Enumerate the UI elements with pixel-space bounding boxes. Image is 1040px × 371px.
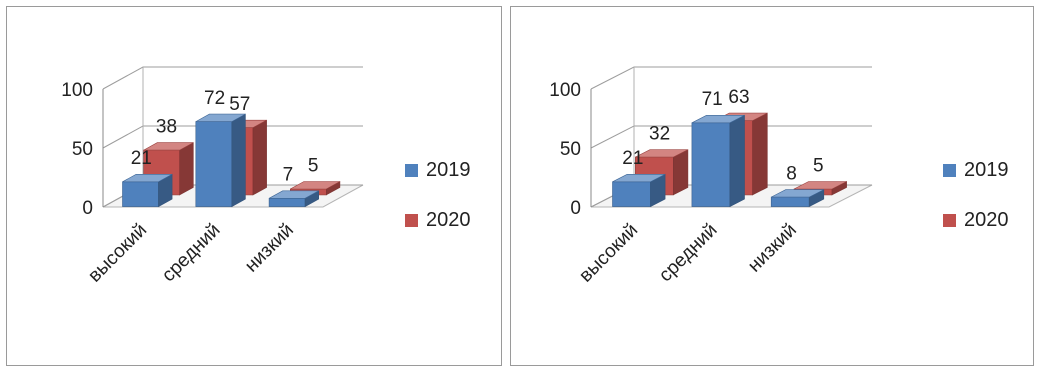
bar-side: [231, 113, 246, 208]
legend-item-2019: 2019: [943, 159, 1009, 181]
bar-front: [195, 121, 233, 207]
bar-side: [752, 112, 768, 196]
bar-side: [252, 119, 267, 196]
bar-front: [770, 196, 810, 207]
legend-item-2020: 2020: [405, 209, 471, 231]
x-tick-label: средний: [655, 220, 721, 286]
legend-item-2020: 2020: [943, 209, 1009, 231]
bar-front: [691, 122, 731, 207]
y-tick-label: 50: [560, 139, 581, 160]
data-label: 32: [649, 123, 670, 144]
x-tick-label: высокий: [575, 220, 642, 287]
y-tick-label: 100: [61, 80, 93, 101]
data-label: 38: [156, 116, 177, 137]
bar-top: [268, 190, 319, 199]
x-tick-label: низкий: [744, 220, 801, 277]
bar-side: [729, 114, 745, 208]
legend-swatch-2020: [405, 213, 418, 227]
legend-label-2020: 2020: [426, 208, 471, 231]
chart-panel-2: 0 50 100 высокий средний низкий 21 71 8 32 63 5 201…: [510, 6, 1034, 366]
data-label: 63: [728, 87, 749, 108]
chart-2: 0 50 100 высокий средний низкий 21 71 8 32 63 5: [549, 66, 873, 287]
legend-label-2019: 2019: [426, 158, 471, 181]
bar-side: [673, 149, 689, 196]
legend-swatch-2019: [943, 163, 956, 177]
legend-swatch-2020: [943, 213, 956, 227]
legend-label-2020: 2020: [964, 208, 1009, 231]
bar-top: [691, 115, 745, 124]
legend-label-2019: 2019: [964, 158, 1009, 181]
legend-2: 2019 2020: [943, 159, 1009, 259]
data-label: 5: [813, 155, 824, 176]
legend-1: 2019 2020: [405, 159, 471, 259]
chart-panel-1: 0 50 100 высокий средний низкий 21 72 7 38 57 5 201…: [6, 6, 502, 366]
bar-top: [771, 189, 824, 198]
data-label: 71: [702, 89, 723, 110]
data-label: 5: [308, 155, 319, 176]
bar-side: [179, 142, 194, 196]
y-tick-label: 0: [82, 198, 93, 219]
chart-1: 0 50 100 высокий средний низкий 21 72 7 38 57 5: [61, 66, 364, 287]
data-label: 72: [204, 88, 225, 109]
bar-top: [290, 181, 341, 190]
legend-swatch-2019: [405, 163, 418, 177]
y-tick-label: 50: [72, 139, 93, 160]
data-label: 21: [622, 148, 643, 169]
legend-item-2019: 2019: [405, 159, 471, 181]
x-tick-label: средний: [158, 220, 224, 286]
x-tick-label: низкий: [241, 220, 298, 277]
data-label: 21: [131, 148, 152, 169]
data-label: 8: [786, 163, 797, 184]
bar-top: [635, 149, 689, 158]
bar-top: [122, 174, 173, 183]
bar-top: [612, 174, 666, 183]
bar-front: [122, 181, 159, 207]
y-tick-label: 100: [549, 80, 581, 101]
bar-front: [268, 198, 306, 207]
bar-top: [195, 113, 246, 122]
y-tick-label: 0: [570, 198, 581, 219]
bar-front: [612, 181, 651, 207]
data-label: 7: [283, 165, 294, 186]
data-label: 57: [229, 94, 250, 115]
bar-top: [793, 181, 847, 190]
x-tick-label: высокий: [84, 220, 151, 287]
bar-top: [143, 142, 194, 151]
